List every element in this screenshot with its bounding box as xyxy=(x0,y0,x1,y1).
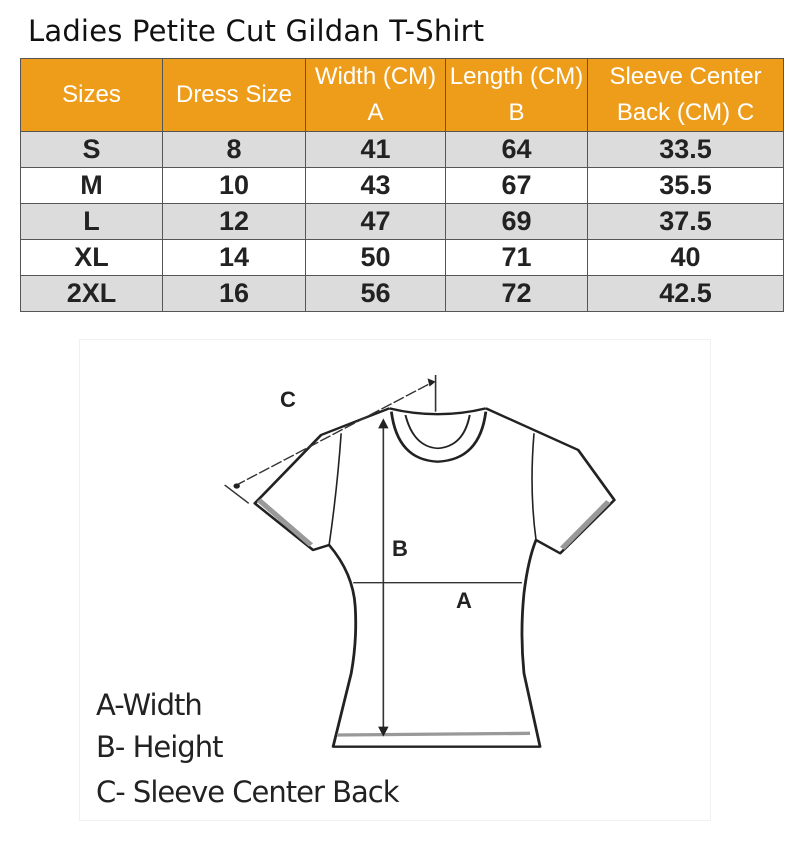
cell: 69 xyxy=(445,203,588,240)
cell: 47 xyxy=(305,203,446,240)
header-width: Width (CM) A xyxy=(305,58,446,132)
legend-width: A-Width xyxy=(96,688,203,722)
header-sleeve: Sleeve Center Back (CM) C xyxy=(587,58,784,132)
label-c: C xyxy=(280,387,296,412)
cell: 10 xyxy=(162,167,306,204)
size-table: Sizes Dress Size Width (CM) A Length (CM… xyxy=(20,58,784,312)
legend-sleeve: C- Sleeve Center Back xyxy=(96,775,400,809)
cell: 35.5 xyxy=(587,167,784,204)
cell: L xyxy=(20,203,163,240)
cell: 40 xyxy=(587,239,784,276)
legend-height: B- Height xyxy=(96,730,223,764)
cell: XL xyxy=(20,239,163,276)
cell: 67 xyxy=(445,167,588,204)
cell: 33.5 xyxy=(587,131,784,168)
cell: 64 xyxy=(445,131,588,168)
header-length: Length (CM) B xyxy=(445,58,588,132)
cell: M xyxy=(20,167,163,204)
cell: 42.5 xyxy=(587,275,784,312)
tshirt-outline-icon xyxy=(224,375,616,748)
cell: 56 xyxy=(305,275,446,312)
table-row: S 8 41 64 33.5 xyxy=(20,131,784,168)
header-sizes: Sizes xyxy=(20,58,163,132)
table-row: M 10 43 67 35.5 xyxy=(20,167,784,204)
table-row: 2XL 16 56 72 42.5 xyxy=(20,275,784,312)
tshirt-diagram: C B A A-Width B- Height C- Sleeve Center… xyxy=(80,340,710,820)
label-a: A xyxy=(456,588,472,613)
cell: 2XL xyxy=(20,275,163,312)
cell: 72 xyxy=(445,275,588,312)
cell: 71 xyxy=(445,239,588,276)
table-row: XL 14 50 71 40 xyxy=(20,239,784,276)
table-row: L 12 47 69 37.5 xyxy=(20,203,784,240)
label-b: B xyxy=(392,536,408,561)
cell: 8 xyxy=(162,131,306,168)
cell: 12 xyxy=(162,203,306,240)
page-title: Ladies Petite Cut Gildan T-Shirt xyxy=(28,14,485,48)
cell: 16 xyxy=(162,275,306,312)
table-header-row: Sizes Dress Size Width (CM) A Length (CM… xyxy=(20,58,784,132)
cell: 50 xyxy=(305,239,446,276)
cell: 43 xyxy=(305,167,446,204)
cell: 14 xyxy=(162,239,306,276)
cell: 37.5 xyxy=(587,203,784,240)
cell: S xyxy=(20,131,163,168)
cell: 41 xyxy=(305,131,446,168)
header-dress-size: Dress Size xyxy=(162,58,306,132)
